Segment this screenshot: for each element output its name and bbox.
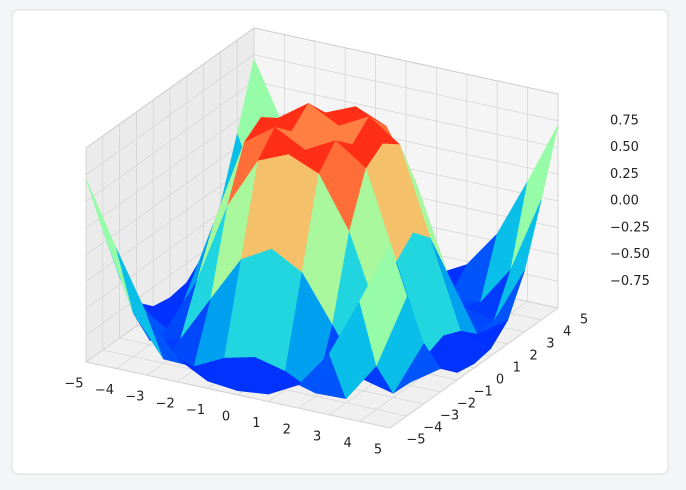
surface-cell xyxy=(359,244,408,367)
grid-line xyxy=(85,361,391,429)
y-tick-label: −4 xyxy=(423,421,442,436)
grid-line xyxy=(85,134,255,256)
y-tick-label: 0 xyxy=(496,373,504,388)
x-tick-label: −3 xyxy=(125,390,144,405)
grid-line xyxy=(85,107,255,229)
y-tick-label: −2 xyxy=(457,397,476,412)
grid-line xyxy=(253,81,559,148)
x-tick-label: 1 xyxy=(252,416,260,431)
y-tick-label: −3 xyxy=(440,409,459,424)
x-tick-label: −4 xyxy=(95,383,114,398)
y-tick-label: 4 xyxy=(563,325,571,340)
x-tick-label: 3 xyxy=(313,429,321,444)
x-tick-label: 2 xyxy=(283,423,291,438)
x-tick-label: 5 xyxy=(374,443,382,458)
z-tick-label: 0.00 xyxy=(610,194,639,209)
y-tick-label: 2 xyxy=(529,349,537,364)
grid-line xyxy=(85,81,255,202)
grid-line xyxy=(85,54,255,176)
y-tick-label: 5 xyxy=(580,313,588,328)
x-tick-label: 4 xyxy=(343,436,351,451)
x-tick-label: −1 xyxy=(186,403,205,418)
z-tick-label: 0.50 xyxy=(610,140,639,155)
z-tick-label: 0.75 xyxy=(610,113,639,128)
y-tick-label: 3 xyxy=(546,337,554,352)
x-tick-label: −2 xyxy=(156,396,175,411)
z-tick-label: −0.25 xyxy=(610,220,650,235)
z-tick-label: 0.25 xyxy=(610,167,639,182)
y-tick-label: −5 xyxy=(406,433,425,448)
x-tick-label: 0 xyxy=(222,410,230,425)
y-tick-label: −1 xyxy=(474,385,493,400)
z-tick-label: −0.50 xyxy=(610,247,650,262)
x-tick-label: −5 xyxy=(64,377,83,392)
z-tick-label: −0.75 xyxy=(610,274,650,289)
y-tick-label: 1 xyxy=(513,361,521,376)
grid-line xyxy=(253,54,559,122)
